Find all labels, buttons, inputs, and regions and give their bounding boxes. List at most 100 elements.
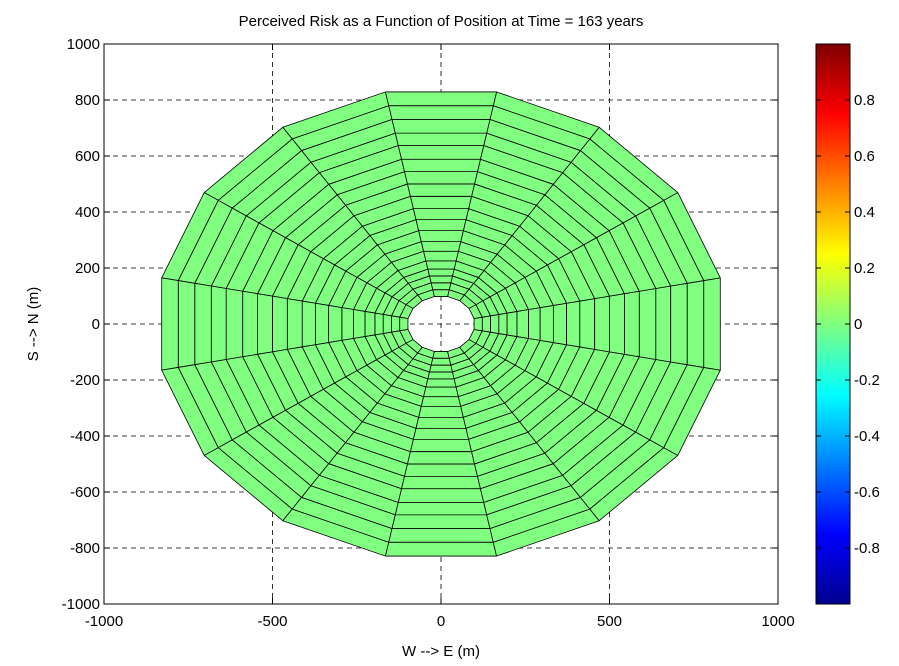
y-tick-label: 200 xyxy=(75,260,100,277)
mesh-cell xyxy=(539,305,554,343)
mesh-cell xyxy=(427,371,455,380)
mesh-cell xyxy=(624,290,640,358)
mesh-cell xyxy=(391,514,491,529)
y-tick-labels: -1000 -800 -600 -400 -200 0 200 400 600 800 1000 xyxy=(62,36,100,613)
mesh-cell xyxy=(257,293,273,355)
mesh-cell xyxy=(429,275,453,284)
colorbar-tick-label: 0.2 xyxy=(854,260,875,277)
axis-ticks xyxy=(103,43,779,605)
mesh-cell xyxy=(638,288,657,360)
colorbar-tick-label: -0.8 xyxy=(854,540,880,557)
mesh-cell xyxy=(407,183,475,197)
mesh-cell xyxy=(430,282,452,291)
colorbar: -0.8 -0.6 -0.4 -0.2 0 0.2 0.4 0.6 0.8 xyxy=(815,43,880,605)
y-tick-label: 1000 xyxy=(67,36,100,53)
mesh-cell xyxy=(353,309,366,339)
y-axis-label: S --> N (m) xyxy=(25,287,42,362)
mesh-cell xyxy=(364,311,376,337)
mesh-cell xyxy=(594,295,610,353)
mesh-cell xyxy=(552,302,567,346)
mesh-cell xyxy=(394,132,488,146)
x-tick-label: 0 xyxy=(437,613,445,630)
risk-mesh xyxy=(161,91,721,557)
colorbar-tick-label: -0.4 xyxy=(854,428,880,445)
colorbar-tick-label: 0.6 xyxy=(854,148,875,165)
x-tick-label: -500 xyxy=(257,613,287,630)
mesh-cell xyxy=(412,427,470,440)
y-tick-label: -200 xyxy=(70,372,100,389)
plot-area: -1000 -500 0 500 1000 -1000 -800 -600 -400 -200 0… xyxy=(62,36,795,630)
mesh-cell xyxy=(423,250,459,262)
mesh-cell xyxy=(328,305,343,343)
mesh-cell xyxy=(686,280,705,368)
mesh-cell xyxy=(161,277,179,371)
chart-title: Perceived Risk as a Function of Position… xyxy=(239,13,644,30)
mesh-cell xyxy=(391,315,401,333)
mesh-cell xyxy=(498,312,508,336)
colorbar-gradient xyxy=(815,43,851,605)
x-tick-label: 1000 xyxy=(761,613,794,630)
mesh-cell xyxy=(566,300,581,348)
mesh-cell xyxy=(385,541,497,557)
mesh-cell xyxy=(412,208,470,221)
colorbar-tick-label: 0.4 xyxy=(854,204,875,221)
mesh-cell xyxy=(301,300,316,348)
mesh-cell xyxy=(397,488,485,503)
mesh-cell xyxy=(418,230,464,243)
mesh-cell xyxy=(473,316,483,332)
mesh-cell xyxy=(516,309,529,339)
mesh-cell xyxy=(314,302,330,346)
y-tick-label: -600 xyxy=(70,484,100,501)
mesh-cell xyxy=(427,268,455,277)
mesh-cell xyxy=(286,298,303,350)
mesh-cell xyxy=(670,282,688,366)
mesh-cell xyxy=(401,158,481,172)
y-tick-label: -1000 xyxy=(62,596,100,613)
mesh-cell xyxy=(401,476,481,490)
mesh-cell xyxy=(374,312,384,336)
mesh-cell xyxy=(394,502,488,516)
mesh-cell xyxy=(210,285,227,363)
mesh-cell xyxy=(655,285,672,363)
colorbar-tick-label: -0.6 xyxy=(854,484,880,501)
x-tick-labels: -1000 -500 0 500 1000 xyxy=(85,613,795,630)
mesh-cell xyxy=(385,91,497,107)
mesh-cell xyxy=(388,105,494,120)
mesh-cell xyxy=(528,307,541,341)
mesh-cell xyxy=(429,364,453,373)
mesh-cell xyxy=(703,277,721,371)
mesh-cell xyxy=(341,307,354,341)
mesh-cell xyxy=(609,293,625,355)
colorbar-labels: -0.8 -0.6 -0.4 -0.2 0 0.2 0.4 0.6 0.8 xyxy=(854,92,880,557)
mesh-cell xyxy=(420,396,462,407)
mesh-cell xyxy=(404,171,478,185)
x-tick-label: 500 xyxy=(597,613,622,630)
y-tick-label: 400 xyxy=(75,204,100,221)
mesh-cell xyxy=(242,290,258,358)
y-tick-label: -800 xyxy=(70,540,100,557)
mesh-cell xyxy=(506,311,518,337)
y-tick-label: 800 xyxy=(75,92,100,109)
mesh-cell xyxy=(430,357,452,366)
mesh-cell xyxy=(415,416,467,429)
mesh-cell xyxy=(397,145,485,160)
colorbar-tick-label: 0.8 xyxy=(854,92,875,109)
mesh-cell xyxy=(415,219,467,232)
mesh-cell xyxy=(391,119,491,134)
mesh-cell xyxy=(399,316,409,332)
mesh-cell xyxy=(272,295,288,353)
x-tick-label: -1000 xyxy=(85,613,123,630)
mesh-cell xyxy=(194,282,212,366)
mesh-cell xyxy=(410,438,472,453)
colorbar-tick-label: 0 xyxy=(854,316,862,333)
mesh-cell xyxy=(225,288,244,360)
mesh-cell xyxy=(382,314,392,334)
colorbar-tick-label: -0.2 xyxy=(854,372,880,389)
mesh-cell xyxy=(432,351,450,359)
mesh-cell xyxy=(388,528,494,543)
y-tick-label: 0 xyxy=(92,316,100,333)
mesh-cell xyxy=(481,315,491,333)
mesh-cell xyxy=(425,378,457,388)
x-axis-label: W --> E (m) xyxy=(402,643,480,660)
